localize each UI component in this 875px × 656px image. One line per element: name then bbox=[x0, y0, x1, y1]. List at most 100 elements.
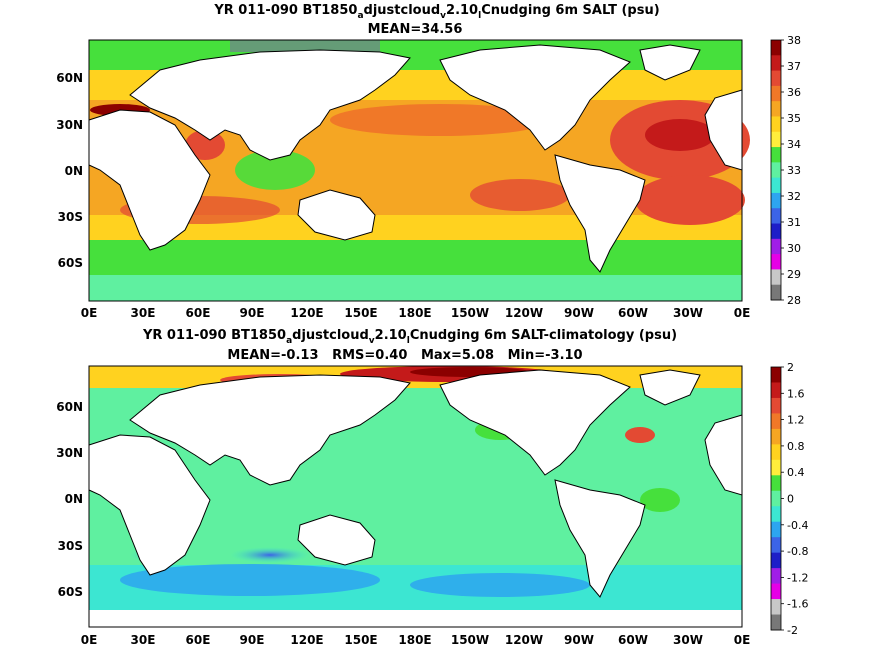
panel-1-xtick-0: 0E bbox=[81, 306, 98, 320]
panel-1-colorbar-tick-label: 38 bbox=[787, 34, 801, 47]
panel-2-x-ticks: 0E 30E 60E 90E 120E 150E 180E 150W 120W … bbox=[81, 633, 751, 647]
panel-2-xtick-3: 90E bbox=[240, 633, 265, 647]
panel-1-xtick-12: 0E bbox=[734, 306, 751, 320]
panel-2-colorbar-swatch bbox=[771, 552, 781, 569]
panel-1-colorbar-swatch bbox=[771, 55, 781, 72]
panel-2-title-part-2: djustcloud bbox=[292, 328, 369, 343]
panel-1-ytick-60n: 60N bbox=[56, 71, 83, 85]
panel-1-title-sub-a: a bbox=[357, 11, 363, 21]
panel-1-colorbar-swatch bbox=[771, 70, 781, 87]
panel-2-subtitle: MEAN=-0.13 RMS=0.40 Max=5.08 Min=-3.10 bbox=[227, 348, 582, 363]
panel-1-ytick-0n: 0N bbox=[65, 164, 83, 178]
panel-1-xtick-7: 150W bbox=[451, 306, 489, 320]
panel-1-x-ticks: 0E 30E 60E 90E 120E 150E 180E 150W 120W … bbox=[81, 306, 751, 320]
panel-2-map bbox=[88, 365, 743, 628]
panel-2-colorbar-swatch bbox=[771, 583, 781, 600]
panel-2-colorbar-swatch bbox=[771, 599, 781, 616]
panel-2-colorbar-swatch bbox=[771, 428, 781, 445]
panel-1-y-ticks: 60N 30N 0N 30S 60S bbox=[56, 71, 83, 270]
panel-1-xtick-4: 120E bbox=[290, 306, 323, 320]
panel-2-colorbar-swatch bbox=[771, 382, 781, 399]
panel-1-colorbar-swatch bbox=[771, 85, 781, 102]
panel-2-xtick-0: 0E bbox=[81, 633, 98, 647]
panel-1-title-part-2: djustcloud bbox=[364, 3, 441, 18]
panel-1-colorbar-swatch bbox=[771, 208, 781, 225]
panel-2-title-part-0: YR 011-090 BT1850 bbox=[142, 328, 286, 343]
panel-2-xtick-1: 30E bbox=[131, 633, 156, 647]
panel-2-xtick-2: 60E bbox=[186, 633, 211, 647]
panel-2-colorbar-tick-label: 0.4 bbox=[787, 466, 805, 479]
panel-1-map bbox=[88, 39, 750, 302]
panel-2-title-sub-a: a bbox=[286, 336, 292, 346]
panel-2-xtick-5: 150E bbox=[344, 633, 377, 647]
panel-1-xtick-1: 30E bbox=[131, 306, 156, 320]
panel-1: YR 011-090 BT1850adjustcloudv2.10lCnudgi… bbox=[56, 3, 801, 320]
panel-1-title-part-6: Cnudging 6m SALT (psu) bbox=[481, 3, 659, 18]
panel-1-colorbar-swatch bbox=[771, 269, 781, 286]
panel-1-colorbar-tick-label: 33 bbox=[787, 164, 801, 177]
panel-2-colorbar-tick-label: -1.2 bbox=[787, 571, 808, 584]
panel-2-ytick-30n: 30N bbox=[56, 446, 83, 460]
panel-1-colorbar-swatch bbox=[771, 147, 781, 163]
panel-1-colorbar: 38 37 36 35 34 33 32 31 30 29 28 bbox=[770, 34, 801, 307]
panel-1-colorbar-tick-label: 37 bbox=[787, 60, 801, 73]
panel-1-xtick-11: 30W bbox=[673, 306, 703, 320]
panel-1-title-part-0: YR 011-090 BT1850 bbox=[213, 3, 357, 18]
panel-1-colorbar-swatch bbox=[771, 40, 781, 56]
panel-2-colorbar-swatch bbox=[771, 537, 781, 554]
panel-1-colorbar-swatch bbox=[771, 223, 781, 240]
panel-2-xtick-7: 150W bbox=[451, 633, 489, 647]
panel-1-colorbar-tick-label: 34 bbox=[787, 138, 801, 151]
panel-2-colorbar-swatch bbox=[771, 568, 781, 585]
panel-2-y-ticks: 60N 30N 0N 30S 60S bbox=[56, 400, 83, 599]
panel-2-title-part-6: Cnudging 6m SALT-climatology (psu) bbox=[410, 328, 677, 343]
panel-1-colorbar-swatch bbox=[771, 284, 781, 301]
panel-2-colorbar-swatch bbox=[771, 459, 781, 476]
panel-2-colorbar-tick-label: 2 bbox=[787, 361, 794, 374]
panel-1-land bbox=[88, 44, 743, 273]
panel-2-xtick-8: 120W bbox=[505, 633, 543, 647]
panel-2-xtick-10: 60W bbox=[618, 633, 648, 647]
panel-1-ytick-60s: 60S bbox=[58, 256, 83, 270]
panel-2-colorbar-swatch bbox=[771, 614, 781, 631]
panel-1-xtick-6: 180E bbox=[398, 306, 431, 320]
panel-2-colorbar-swatch bbox=[771, 444, 781, 461]
panel-1-colorbar-tick-label: 31 bbox=[787, 216, 801, 229]
panel-2-colorbar-swatch bbox=[771, 397, 781, 414]
panel-2-title-part-4: 2.10 bbox=[375, 328, 407, 343]
panel-1-ytick-30s: 30S bbox=[58, 210, 83, 224]
panel-1-colorbar-swatch bbox=[771, 131, 781, 148]
panel-2-colorbar-tick-label: -0.8 bbox=[787, 545, 808, 558]
panel-2-colorbar-swatch bbox=[771, 506, 781, 523]
panel-1-colorbar-tick-label: 35 bbox=[787, 112, 801, 125]
panel-2-xtick-11: 30W bbox=[673, 633, 703, 647]
panel-1-colorbar-swatch bbox=[771, 192, 781, 209]
panel-1-colorbar-swatch bbox=[771, 238, 781, 255]
panel-1-colorbar-swatch bbox=[771, 116, 781, 133]
panel-1-colorbar-tick-label: 28 bbox=[787, 294, 801, 307]
panel-2-colorbar-tick-label: 1.2 bbox=[787, 414, 805, 427]
panel-2-colorbar-tick-label: -0.4 bbox=[787, 519, 808, 532]
panel-1-colorbar-swatch bbox=[771, 177, 781, 194]
panel-2-colorbar-swatch bbox=[771, 413, 781, 430]
panel-1-colorbar-swatch bbox=[771, 162, 781, 179]
panel-2-colorbar-swatch bbox=[771, 475, 781, 492]
panel-2-colorbar-swatch bbox=[771, 490, 781, 507]
panel-1-colorbar-tick-label: 29 bbox=[787, 268, 801, 281]
panel-1-colorbar-tick-label: 30 bbox=[787, 242, 801, 255]
panel-2-ytick-60s: 60S bbox=[58, 585, 83, 599]
panel-1-title: YR 011-090 BT1850adjustcloudv2.10lCnudgi… bbox=[213, 3, 659, 21]
panel-1-colorbar-tick-label: 36 bbox=[787, 86, 801, 99]
panel-2-colorbar-swatch bbox=[771, 367, 781, 383]
panel-2-title-sub-l: l bbox=[407, 336, 410, 346]
panel-1-colorbar-tick-label: 32 bbox=[787, 190, 801, 203]
panel-2-xtick-12: 0E bbox=[734, 633, 751, 647]
panel-1-xtick-9: 90W bbox=[564, 306, 594, 320]
panel-1-xtick-8: 120W bbox=[505, 306, 543, 320]
panel-2-xtick-6: 180E bbox=[398, 633, 431, 647]
panel-2-colorbar-tick-label: 1.6 bbox=[787, 387, 805, 400]
panel-2-ytick-0n: 0N bbox=[65, 492, 83, 506]
panel-1-colorbar-swatch bbox=[771, 254, 781, 270]
panel-2-ytick-60n: 60N bbox=[56, 400, 83, 414]
panel-1-colorbar-swatch bbox=[771, 101, 781, 117]
